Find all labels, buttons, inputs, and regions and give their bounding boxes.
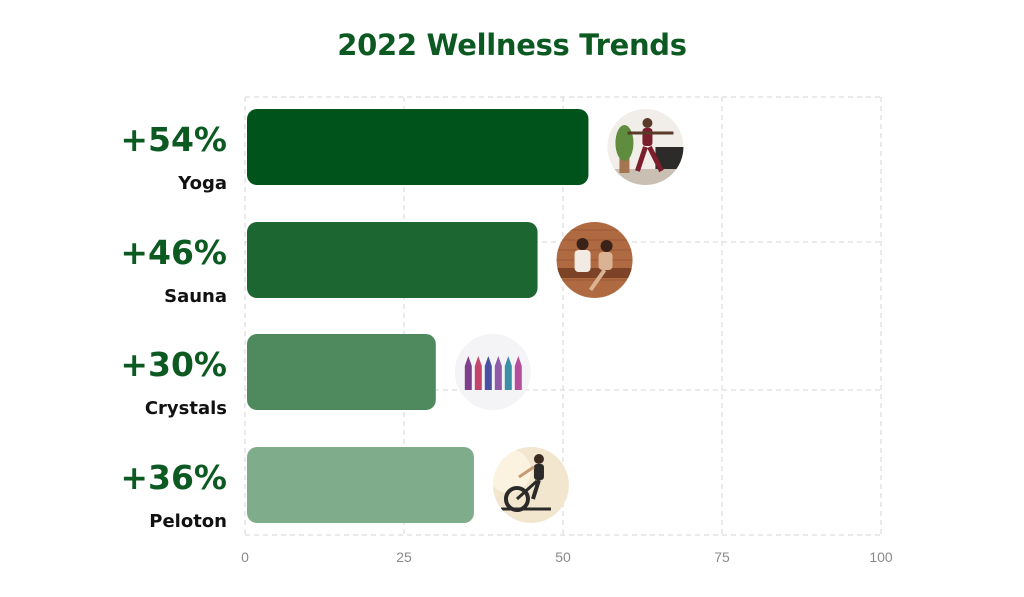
bar-yoga: [247, 109, 589, 185]
photos: [454, 109, 684, 523]
x-tick-label-75: 75: [714, 549, 730, 565]
peloton-photo: [492, 447, 569, 523]
category-labels: +54% Yoga +46% Sauna +30% Crystals +36% Peloton: [120, 120, 227, 532]
bar-peloton: [247, 447, 474, 523]
sauna-photo: [556, 222, 633, 298]
x-tick-label-100: 100: [869, 549, 893, 565]
value-label-crystals: +30%: [120, 345, 227, 384]
x-axis-ticks: 0 25 50 75 100: [241, 549, 893, 565]
chart-title: 2022 Wellness Trends: [337, 28, 687, 62]
yoga-photo: [607, 109, 684, 185]
bars: [247, 109, 589, 523]
value-label-sauna: +46%: [120, 233, 227, 272]
x-tick-label-50: 50: [555, 549, 571, 565]
category-label-sauna: Sauna: [164, 286, 227, 307]
category-label-yoga: Yoga: [177, 173, 227, 194]
crystals-photo: [454, 334, 531, 410]
bar-crystals: [247, 334, 436, 410]
x-tick-label-0: 0: [241, 549, 249, 565]
bar-sauna: [247, 222, 538, 298]
x-tick-label-25: 25: [396, 549, 412, 565]
category-label-crystals: Crystals: [145, 398, 227, 419]
value-label-peloton: +36%: [120, 458, 227, 497]
category-label-peloton: Peloton: [149, 511, 227, 532]
value-label-yoga: +54%: [120, 120, 227, 159]
